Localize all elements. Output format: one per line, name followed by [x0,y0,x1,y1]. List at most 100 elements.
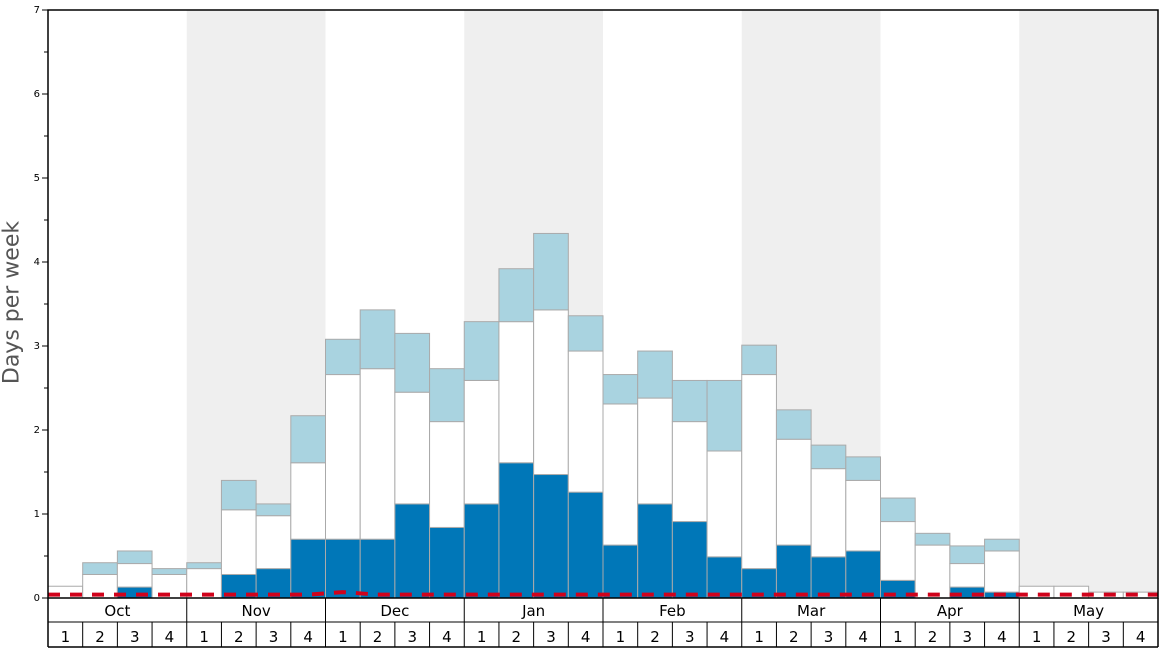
week-label: 1 [616,628,626,646]
month-label: Jan [521,602,545,620]
bar-dark [463,503,500,599]
week-label: 4 [581,628,591,646]
bar-white [775,438,812,546]
bar-light [290,415,326,464]
bar-white [706,450,743,558]
bar-light [602,374,639,405]
month-label: Feb [659,602,686,620]
week-label: 3 [407,628,417,646]
week-label: 4 [165,628,175,646]
bar-light [845,456,881,481]
bar-light [775,409,812,440]
bar-white [845,479,881,552]
bar-light [949,545,986,565]
bar-dark [325,538,361,599]
week-label: 2 [789,628,799,646]
bar-white [359,368,396,540]
week-label: 1 [199,628,209,646]
month-label: Dec [380,602,409,620]
week-label: 1 [1032,628,1042,646]
month-label: May [1073,602,1104,620]
week-label: 3 [824,628,834,646]
y-tick-label: 6 [34,89,40,100]
bar-white [220,509,257,575]
bar-white [880,521,916,581]
week-label: 1 [893,628,903,646]
week-label: 3 [546,628,556,646]
y-tick-label: 3 [34,341,40,352]
y-tick-label: 1 [34,509,40,520]
week-label: 4 [442,628,452,646]
week-label: 1 [338,628,348,646]
week-label: 3 [130,628,140,646]
week-label: 2 [512,628,522,646]
bar-light [914,532,951,546]
bar-white [567,350,604,493]
y-tick-label: 4 [34,257,40,268]
bar-light [810,444,847,470]
bar-light [741,344,777,376]
week-label: 1 [754,628,764,646]
week-label: 1 [477,628,487,646]
month-band [1019,10,1158,598]
week-label: 3 [1101,628,1111,646]
bar-white [914,544,951,599]
bar-light [394,332,431,393]
month-label: Apr [937,602,964,620]
week-label: 2 [1067,628,1077,646]
month-label: Nov [241,602,270,620]
y-tick-label: 2 [34,425,40,436]
week-label: 4 [858,628,868,646]
bar-white [671,421,708,523]
bar-light [116,550,153,565]
bar-dark [290,538,326,599]
week-label: 4 [303,628,313,646]
week-label: 2 [650,628,660,646]
bar-white [741,374,777,570]
bar-light [429,368,465,423]
y-tick-label: 5 [34,173,40,184]
bar-dark [775,544,812,599]
month-label: Mar [797,602,826,620]
bar-white [637,397,673,505]
bar-white [116,563,153,588]
bar-white [949,563,986,588]
bar-dark [810,556,847,599]
bar-white [394,391,431,505]
bar-dark [845,550,881,599]
bar-dark [637,503,673,599]
week-label: 2 [95,628,105,646]
bar-light [463,321,500,381]
bar-light [498,268,535,323]
bar-light [671,379,708,423]
week-label: 4 [1136,628,1146,646]
week-label: 4 [720,628,730,646]
week-label: 4 [997,628,1007,646]
week-label: 2 [373,628,383,646]
y-tick-label: 0 [34,593,40,604]
bar-white [463,379,500,505]
week-label: 2 [234,628,244,646]
week-label: 3 [962,628,972,646]
bar-light [82,562,118,575]
month-label: Oct [104,602,130,620]
bar-light [984,538,1020,552]
bar-light [533,232,569,311]
bar-white [429,421,465,528]
bar-dark [533,474,569,599]
bar-light [255,503,292,517]
bar-white [290,462,326,540]
bar-white [984,550,1020,593]
bar-dark [706,556,743,599]
bar-dark [429,526,465,599]
bar-white [810,468,847,558]
bar-dark [671,521,708,599]
week-label: 2 [928,628,938,646]
bar-dark [498,462,535,599]
bar-light [220,479,257,511]
bar-white [498,321,535,464]
month-band [48,10,187,598]
bar-light [325,338,361,376]
